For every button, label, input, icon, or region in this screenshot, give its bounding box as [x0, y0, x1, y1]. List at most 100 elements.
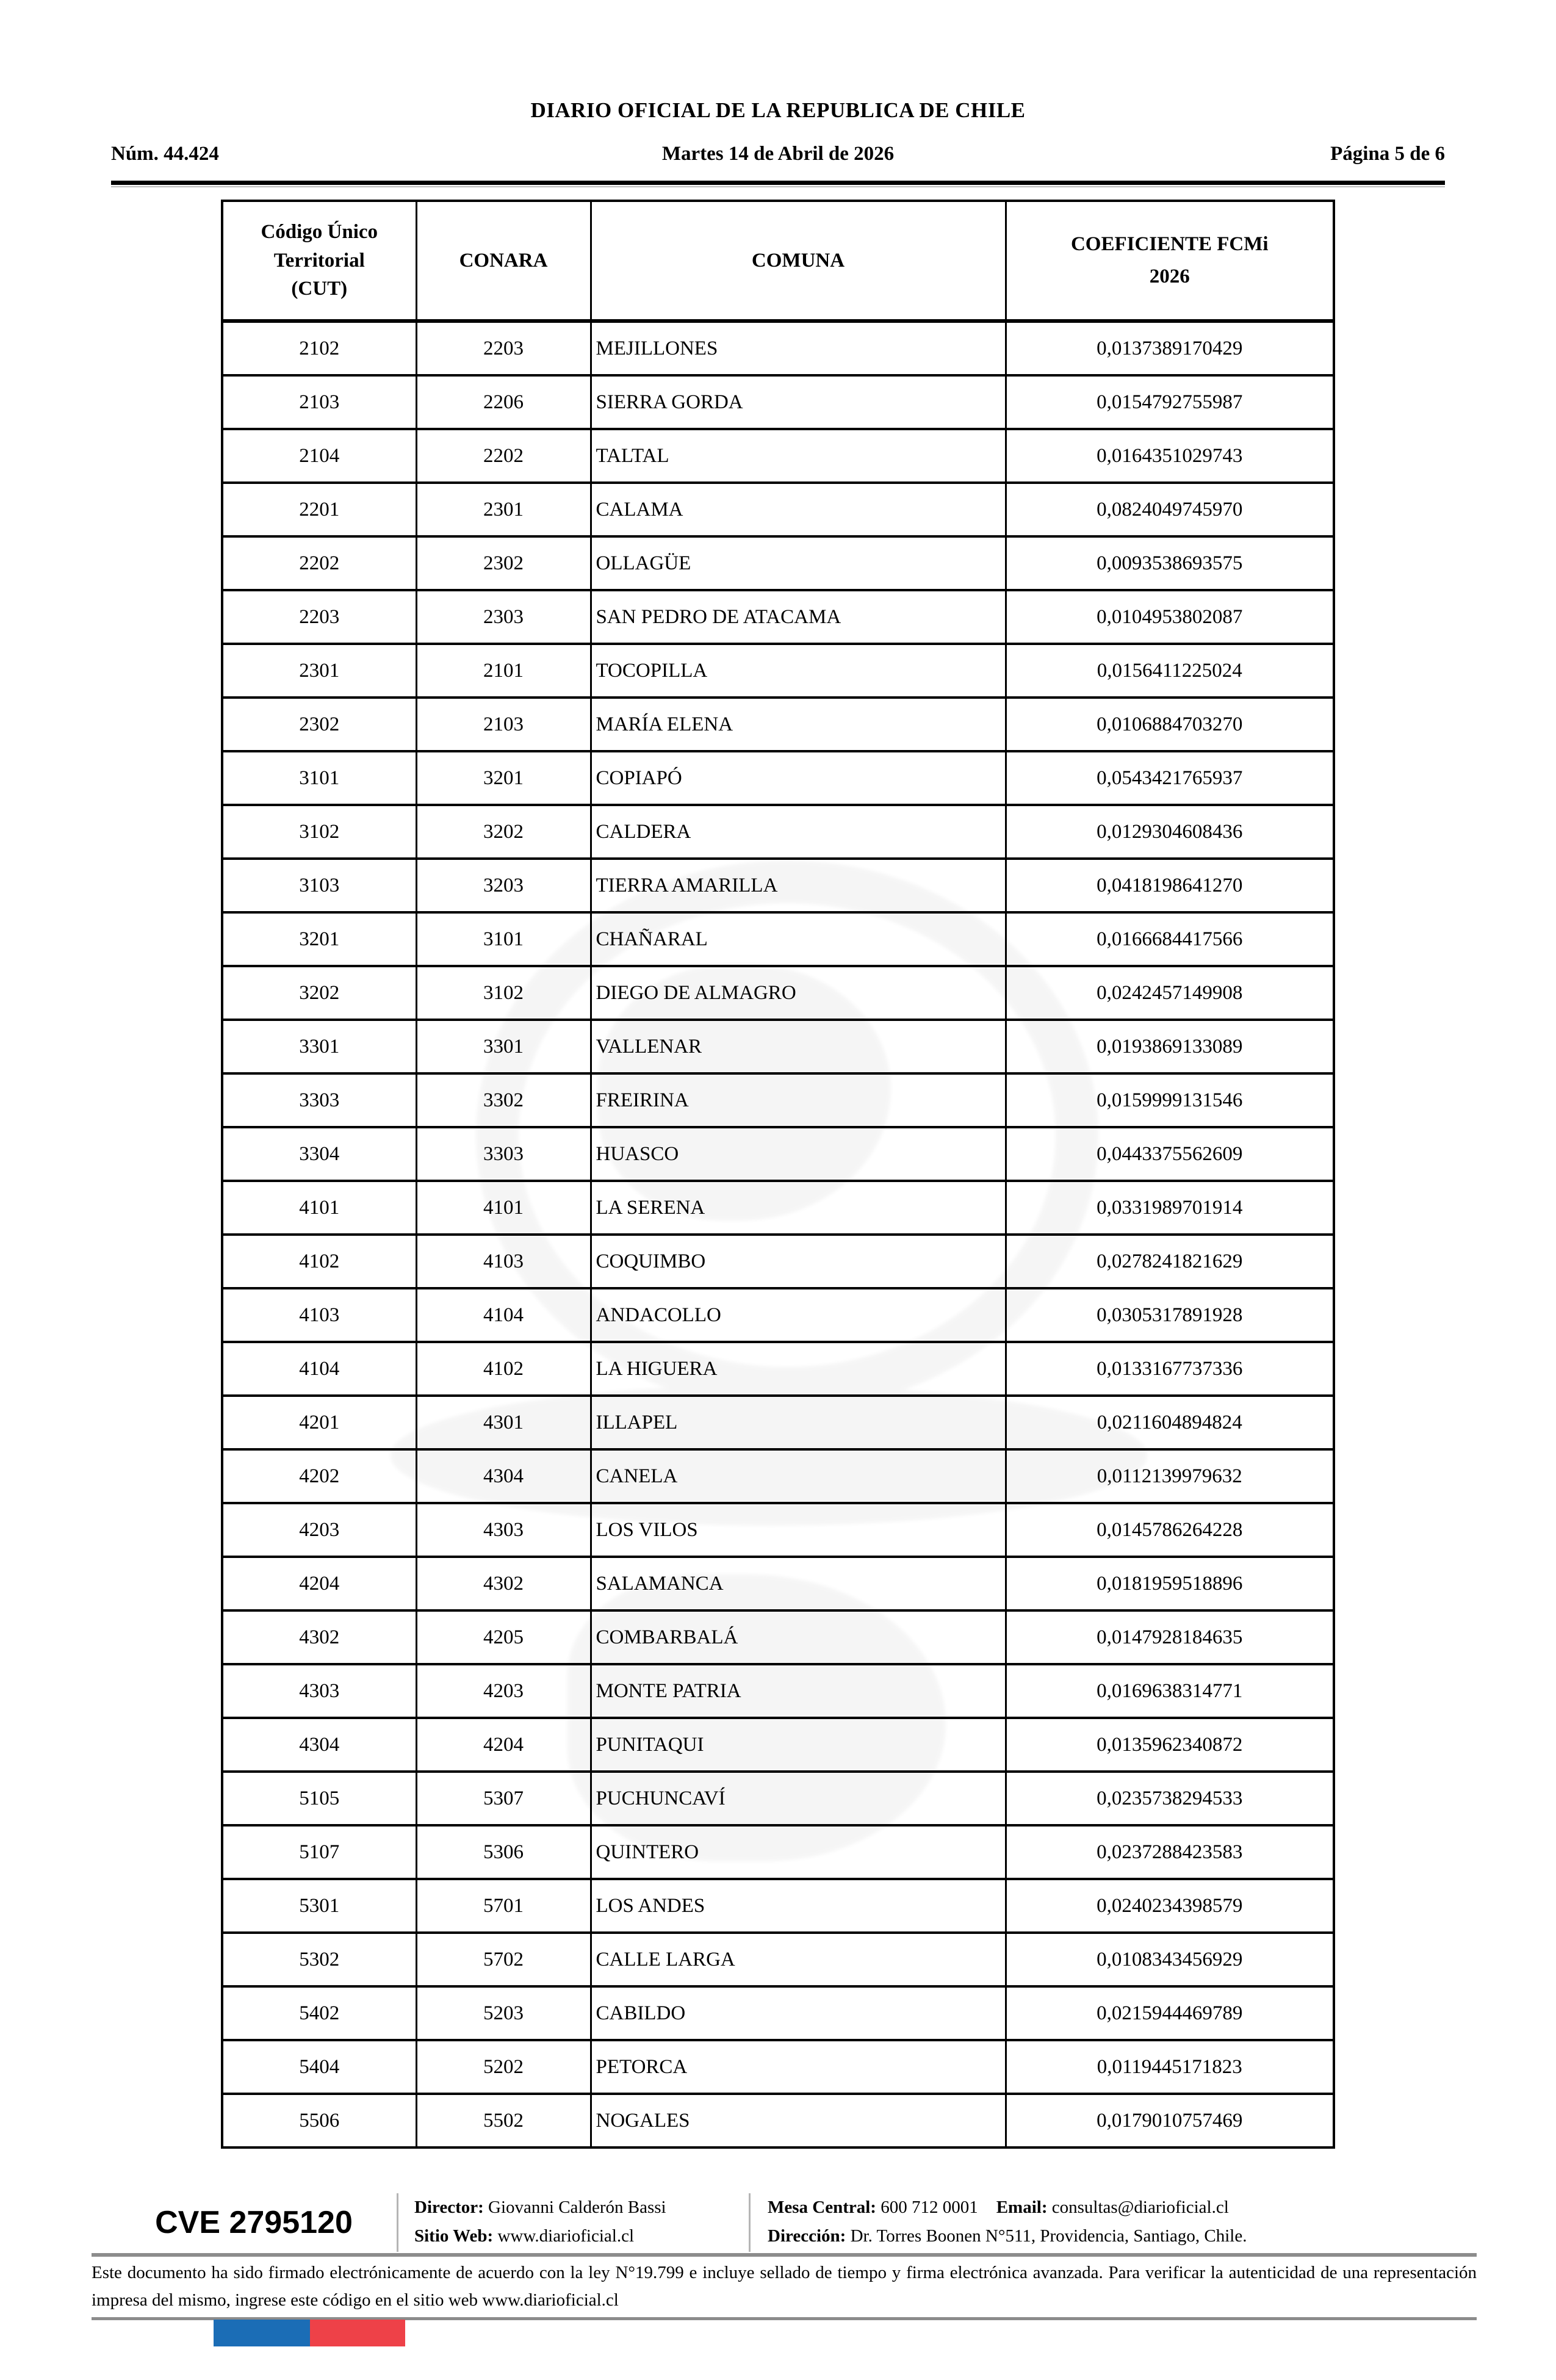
cell-coeficiente: 0,0543421765937: [1004, 750, 1335, 806]
direccion-value: Dr. Torres Boonen N°511, Providencia, Sa…: [850, 2226, 1247, 2246]
cell-comuna: HUASCO: [589, 1126, 1007, 1182]
cell-comuna: SALAMANCA: [589, 1556, 1007, 1612]
cell-conara: 3301: [415, 1019, 592, 1075]
cell-coeficiente: 0,0154792755987: [1004, 374, 1335, 430]
table-row: 2102 2203 MEJILLONES 0,0137389170429: [221, 320, 1335, 377]
cell-comuna: CHAÑARAL: [589, 911, 1007, 967]
legal-text: Este documento ha sido firmado electróni…: [92, 2263, 1477, 2310]
cell-cut: 2103: [221, 374, 417, 430]
cell-cut: 4102: [221, 1233, 417, 1289]
cell-coeficiente: 0,0108343456929: [1004, 1931, 1335, 1988]
cell-cut: 5105: [221, 1770, 417, 1826]
cell-coeficiente: 0,0166684417566: [1004, 911, 1335, 967]
email-label: Email:: [996, 2198, 1048, 2217]
cell-comuna: SIERRA GORDA: [589, 374, 1007, 430]
table-row: 4202 4304 CANELA 0,0112139979632: [221, 1448, 1335, 1504]
cell-conara: 2103: [415, 696, 592, 752]
cell-cut: 3101: [221, 750, 417, 806]
cell-cut: 4203: [221, 1502, 417, 1558]
header-rule: [111, 181, 1445, 187]
cell-cut: 5302: [221, 1931, 417, 1988]
cell-conara: 2101: [415, 643, 592, 699]
table-row: 5506 5502 NOGALES 0,0179010757469: [221, 2093, 1335, 2149]
table-body: 2102 2203 MEJILLONES 0,0137389170429 210…: [221, 320, 1335, 2149]
column-header-comuna: COMUNA: [589, 200, 1007, 323]
cell-coeficiente: 0,0824049745970: [1004, 481, 1335, 538]
cell-coeficiente: 0,0164351029743: [1004, 428, 1335, 484]
cell-comuna: QUINTERO: [589, 1824, 1007, 1880]
table-row: 4303 4203 MONTE PATRIA 0,0169638314771: [221, 1663, 1335, 1719]
cell-cut: 3303: [221, 1072, 417, 1128]
table-row: 4104 4102 LA HIGUERA 0,0133167737336: [221, 1341, 1335, 1397]
table-row: 4302 4205 COMBARBALÁ 0,0147928184635: [221, 1609, 1335, 1665]
director-value: Giovanni Calderón Bassi: [488, 2198, 666, 2217]
email-value: consultas@diarioficial.cl: [1051, 2198, 1229, 2217]
table-row: 2202 2302 OLLAGÜE 0,0093538693575: [221, 535, 1335, 591]
cell-coeficiente: 0,0278241821629: [1004, 1233, 1335, 1289]
cell-comuna: DIEGO DE ALMAGRO: [589, 965, 1007, 1021]
cell-cut: 3304: [221, 1126, 417, 1182]
footer-info: CVE 2795120 Director: Giovanni Calderón …: [111, 2192, 1477, 2253]
cell-comuna: MEJILLONES: [589, 320, 1007, 377]
cell-cut: 2302: [221, 696, 417, 752]
cell-coeficiente: 0,0193869133089: [1004, 1019, 1335, 1075]
cell-conara: 4103: [415, 1233, 592, 1289]
table-row: 3301 3301 VALLENAR 0,0193869133089: [221, 1019, 1335, 1075]
table-row: 4304 4204 PUNITAQUI 0,0135962340872: [221, 1717, 1335, 1773]
footer-rule-bottom: [92, 2317, 1477, 2320]
footer-contact-block: Mesa Central: 600 712 0001 Email: consult…: [751, 2192, 1477, 2253]
cve-code: CVE 2795120: [155, 2205, 353, 2240]
table-row: 2203 2303 SAN PEDRO DE ATACAMA 0,0104953…: [221, 589, 1335, 645]
cell-comuna: CANELA: [589, 1448, 1007, 1504]
cell-coeficiente: 0,0418198641270: [1004, 857, 1335, 914]
table-row: 3303 3302 FREIRINA 0,0159999131546: [221, 1072, 1335, 1128]
cell-conara: 4303: [415, 1502, 592, 1558]
table-row: 5404 5202 PETORCA 0,0119445171823: [221, 2039, 1335, 2095]
cell-conara: 2206: [415, 374, 592, 430]
cell-conara: 3303: [415, 1126, 592, 1182]
cell-comuna: COPIAPÓ: [589, 750, 1007, 806]
cell-comuna: TALTAL: [589, 428, 1007, 484]
cell-cut: 5404: [221, 2039, 417, 2095]
cell-conara: 4101: [415, 1180, 592, 1236]
cell-comuna: ILLAPEL: [589, 1394, 1007, 1451]
cell-comuna: PETORCA: [589, 2039, 1007, 2095]
table-row: 2301 2101 TOCOPILLA 0,0156411225024: [221, 643, 1335, 699]
cell-comuna: COQUIMBO: [589, 1233, 1007, 1289]
cell-comuna: MONTE PATRIA: [589, 1663, 1007, 1719]
cell-coeficiente: 0,0211604894824: [1004, 1394, 1335, 1451]
director-line: Director: Giovanni Calderón Bassi: [414, 2193, 749, 2222]
cell-conara: 2202: [415, 428, 592, 484]
cell-cut: 3102: [221, 804, 417, 860]
table-row: 2302 2103 MARÍA ELENA 0,0106884703270: [221, 696, 1335, 752]
cell-coeficiente: 0,0147928184635: [1004, 1609, 1335, 1665]
cell-conara: 3101: [415, 911, 592, 967]
table-row: 3102 3202 CALDERA 0,0129304608436: [221, 804, 1335, 860]
table-row: 4101 4101 LA SERENA 0,0331989701914: [221, 1180, 1335, 1236]
cell-conara: 4301: [415, 1394, 592, 1451]
cell-comuna: ANDACOLLO: [589, 1287, 1007, 1343]
cell-coeficiente: 0,0104953802087: [1004, 589, 1335, 645]
cell-coeficiente: 0,0156411225024: [1004, 643, 1335, 699]
cell-comuna: LA SERENA: [589, 1180, 1007, 1236]
cell-cut: 3301: [221, 1019, 417, 1075]
cell-cut: 4104: [221, 1341, 417, 1397]
cell-coeficiente: 0,0145786264228: [1004, 1502, 1335, 1558]
cell-conara: 5702: [415, 1931, 592, 1988]
cell-cut: 4304: [221, 1717, 417, 1773]
table-row: 5105 5307 PUCHUNCAVÍ 0,0235738294533: [221, 1770, 1335, 1826]
table-row: 3103 3203 TIERRA AMARILLA 0,041819864127…: [221, 857, 1335, 914]
cell-cut: 5301: [221, 1878, 417, 1934]
cell-cut: 4302: [221, 1609, 417, 1665]
cell-cut: 2102: [221, 320, 417, 377]
cell-conara: 2203: [415, 320, 592, 377]
flag-red-bar: [310, 2320, 405, 2346]
cell-cut: 4103: [221, 1287, 417, 1343]
sitio-web-value: www.diarioficial.cl: [497, 2226, 635, 2246]
table-row: 5301 5701 LOS ANDES 0,0240234398579: [221, 1878, 1335, 1934]
cell-cut: 2301: [221, 643, 417, 699]
cell-comuna: CALAMA: [589, 481, 1007, 538]
page-indicator: Página 5 de 6: [1330, 143, 1445, 165]
cell-conara: 5502: [415, 2093, 592, 2149]
